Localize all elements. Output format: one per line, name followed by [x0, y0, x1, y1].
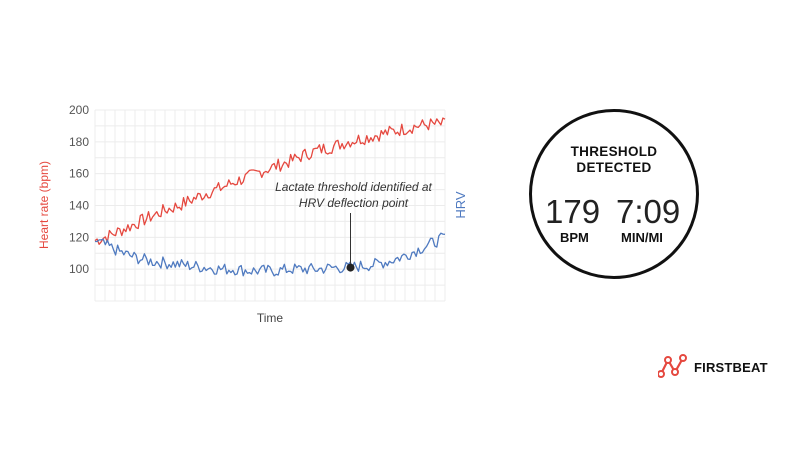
y-tick-label: 160	[69, 167, 89, 181]
y-tick-label: 100	[69, 262, 89, 276]
hrv-line	[95, 232, 446, 277]
threshold-watch-face: THRESHOLD DETECTED 179 7:09 BPM MIN/MI	[529, 109, 699, 279]
chart-series	[94, 117, 446, 277]
y2-axis-label: HRV	[453, 191, 468, 219]
y-tick-label: 120	[69, 230, 89, 244]
y-tick-label: 200	[69, 103, 89, 117]
annotation-text-line: HRV deflection point	[299, 196, 409, 210]
x-axis-label: Time	[257, 311, 284, 325]
chart-annotation: Lactate threshold identified at HRV defle…	[275, 180, 433, 272]
chart-grid	[94, 109, 446, 302]
heart-rate-line	[94, 117, 446, 245]
pace-unit: MIN/MI	[621, 230, 663, 245]
y-axis-label: Heart rate (bpm)	[37, 161, 51, 249]
y-axis-ticks: 100 120 140 160 180 200	[69, 103, 89, 276]
firstbeat-logo-text: FIRSTBEAT	[694, 359, 768, 375]
firstbeat-logo-icon	[658, 354, 687, 378]
watch-title-line2: DETECTED	[576, 160, 652, 175]
watch-title-line1: THRESHOLD	[570, 144, 658, 159]
heart-rate-value: 179	[545, 193, 601, 230]
y-tick-label: 140	[69, 199, 89, 213]
annotation-text-line: Lactate threshold identified at	[275, 180, 432, 194]
heart-rate-unit: BPM	[560, 230, 589, 245]
watch-title: THRESHOLD DETECTED	[532, 144, 696, 176]
firstbeat-logo: FIRSTBEAT	[658, 352, 768, 382]
threshold-marker	[346, 263, 355, 272]
y-tick-label: 180	[69, 135, 89, 149]
pace-value: 7:09	[616, 193, 681, 230]
